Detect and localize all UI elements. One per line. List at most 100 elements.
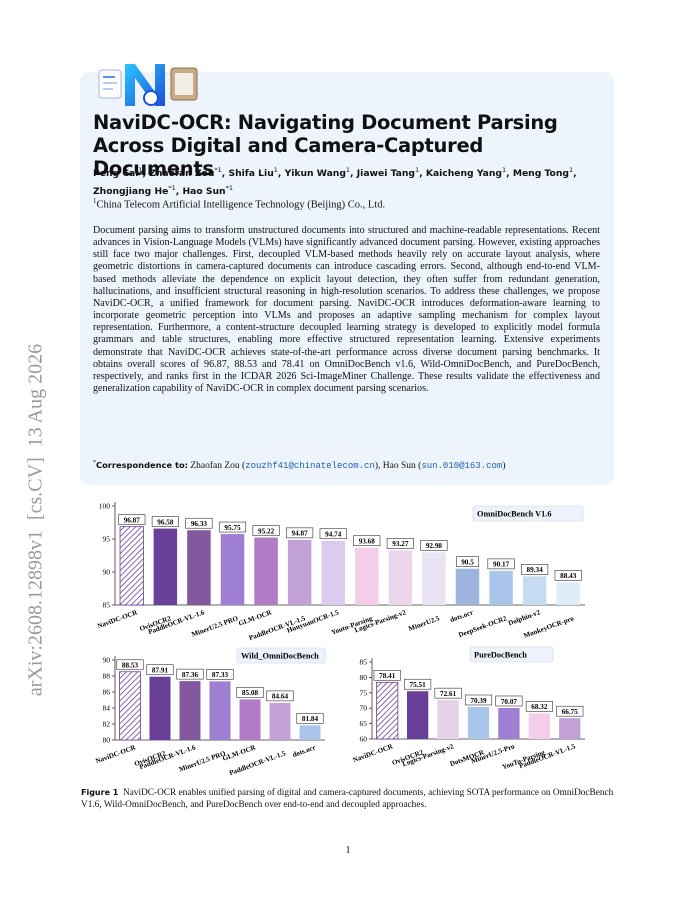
value-label: 85.08 [242,689,259,697]
value-label: 87.91 [152,667,169,675]
value-label-box [252,525,280,536]
x-tick-label: OvisOCR2 [391,748,425,767]
value-label-box [236,687,264,698]
x-tick-label: GLM-OCR [221,743,257,763]
x-tick-label: Logics-Parsing-v2 [354,608,408,634]
y-tick-label: 86 [103,688,111,697]
bar [406,691,429,739]
x-tick-label: Youtu-Parsing [330,614,374,636]
bar [455,568,480,605]
correspondence: *Correspondence to: Zhaofan Zou (zouzhf4… [93,460,506,471]
corr-label: Correspondence to: [96,460,188,471]
y-tick-label: 70 [360,704,368,713]
value-label-box [420,540,448,551]
author-name: Zhaofan Zou [149,168,215,180]
y-tick-label: 82 [103,720,111,729]
value-label: 68.32 [531,703,548,711]
chart-title-box [236,647,326,664]
author-sep: , [419,168,423,180]
x-tick-label: dots.ocr [291,743,316,759]
value-label: 70.07 [501,698,518,706]
bar [119,526,144,606]
bar [179,681,201,740]
x-tick-label: Dolphin-v2 [507,608,542,627]
corr-text: ), Hao Sun ( [374,461,422,472]
value-label-box [521,564,549,575]
y-tick-label: 90 [103,656,111,665]
author-name: Zhongjiang He [93,186,169,198]
bar [209,681,231,740]
value-label: 66.75 [562,708,579,716]
x-tick-label: YouTu-Parsing [501,748,546,771]
author-sep: , [350,168,354,180]
value-label: 94.74 [325,531,342,539]
value-label: 78.41 [379,672,396,680]
value-label-box [116,659,144,671]
x-tick-label: PaddleOCR-VL-1.6 [147,608,206,636]
bar [220,534,245,605]
value-label: 93.27 [392,540,409,548]
value-label-box [118,514,146,525]
value-label-box [525,701,553,712]
value-label-box [434,687,462,699]
y-tick-label: 75 [360,688,368,697]
affiliation-marker: 1 [93,197,97,205]
bar [498,707,520,739]
author-sep: , [142,168,147,180]
chart-title: OmniDocBench V1.6 [477,510,552,519]
value-label: 84.64 [272,693,289,701]
bar [149,676,171,740]
author-name: Hao Sun [182,186,226,198]
corr-text: Zhaofan Zou ( [190,461,246,472]
x-tick-label: MinerU2.5 [407,614,441,633]
x-tick-label: MonkeyOCR-pro [523,614,576,640]
corr-contacts: Zhaofan Zou (zouzhf41@chinatelecom.cn), … [190,461,505,471]
value-label: 92.98 [426,542,443,550]
bar [489,570,513,605]
y-tick-label: 90 [103,568,111,577]
email: zouzhf41@chinatelecom.cn [245,461,375,472]
y-tick-label: 88 [103,672,111,681]
value-label-box [556,705,584,717]
x-tick-label: OvisOCR2 [139,614,173,633]
x-tick-label: OvisOCR2 [133,749,167,768]
x-tick-label: HunyuanOCR-1.5 [286,608,341,634]
y-tick-label: 100 [99,502,111,511]
value-label-box [286,527,314,539]
x-tick-label: dots.ocr [449,608,474,624]
bar [522,576,547,605]
author-affil: 1 [568,166,574,174]
author-name: Yikun Wang [284,168,346,180]
corr-text: ) [502,461,506,472]
arxiv-stamp: arXiv:2608.12898v1 [cs.CV] 13 Aug 2026 [24,343,47,697]
y-tick-label: 85 [360,658,368,667]
x-tick-label: Logics-Parsing-v2 [401,742,455,768]
value-label-box [176,668,204,680]
page-number: 1 [345,845,351,856]
author-affil: *1 [168,184,176,193]
bar [376,681,399,740]
y-tick-label: 84 [103,704,111,713]
x-tick-label: NaviDC-OCR [352,742,395,764]
value-label: 70.39 [470,697,487,705]
y-tick-label: 80 [103,736,111,745]
value-label-box [464,694,493,706]
value-label: 93.68 [359,538,376,546]
author-affil: *1 [225,184,233,193]
affiliation-text: China Telecom Artificial Intelligence Te… [96,199,386,211]
paper-title: NaviDC-OCR: Navigating Document Parsing … [93,111,558,180]
author-affil: 1 [414,166,420,174]
value-label: 95.75 [224,524,241,532]
value-label-box [404,678,432,690]
author-sep: , [175,186,180,198]
chart-title: Wild_OmniDocBench [241,652,319,661]
caption-label: Figure 1 [81,788,119,797]
value-label: 87.36 [182,671,199,679]
x-tick-label: PaddleOCR-VL-1.6 [138,743,197,771]
value-label: 87.33 [212,671,229,679]
bar [269,702,291,740]
bar [239,699,261,740]
x-tick-label: DeepSeek-OCR2 [458,614,509,639]
author-sep: , [506,168,510,180]
bar [388,550,413,605]
